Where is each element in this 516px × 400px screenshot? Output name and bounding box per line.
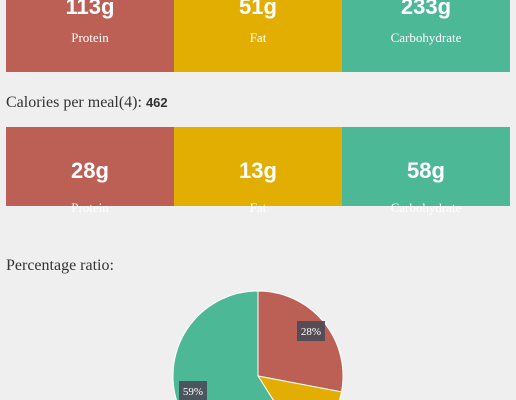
- meal-protein-cell: 28g Protein: [6, 127, 174, 214]
- total-fat-value: 51g: [239, 0, 277, 19]
- calories-per-meal-line: Calories per meal(4): 462: [6, 94, 168, 112]
- total-carbs-label: Carbohydrate: [390, 30, 462, 45]
- total-macros-row: 113g Protein 51g Fat 233g Carbohydrate: [6, 0, 510, 72]
- total-fat-cell: 51g Fat: [174, 0, 342, 72]
- pie-slice-protein: [257, 290, 344, 393]
- total-protein-cell: 113g Protein: [6, 0, 174, 72]
- total-protein-label: Protein: [71, 30, 109, 45]
- pie-slice-fat: [256, 375, 343, 400]
- pie-slice-carbohydrate: [172, 290, 274, 400]
- total-carbs-value: 233g: [400, 0, 452, 19]
- meal-protein-value: 28g: [71, 158, 109, 183]
- total-carbs-cell: 233g Carbohydrate: [342, 0, 510, 72]
- total-protein-value: 113g: [65, 0, 115, 19]
- meal-fat-cell: 13g Fat: [174, 127, 342, 214]
- calories-per-meal-label: Calories per meal(4):: [6, 94, 142, 111]
- meal-protein-label: Protein: [71, 200, 109, 215]
- percentage-ratio-heading: Percentage ratio:: [6, 257, 114, 274]
- calories-per-meal-value: 462: [145, 95, 168, 110]
- total-fat-label: Fat: [249, 30, 267, 45]
- meal-carbs-value: 58g: [407, 158, 445, 183]
- pie-label-carbohydrate: 59%: [179, 381, 207, 400]
- pie-label-protein: 28%: [297, 321, 325, 341]
- pie-label-box: [297, 321, 325, 341]
- meal-fat-label: Fat: [249, 200, 267, 215]
- meal-carbs-cell: 58g Carbohydrate: [342, 127, 510, 214]
- pie-label-box: [179, 381, 207, 400]
- per-meal-macros-row: 28g Protein 13g Fat 58g Carbohydrate: [6, 127, 510, 214]
- meal-fat-value: 13g: [239, 158, 277, 183]
- meal-carbs-label: Carbohydrate: [390, 200, 462, 215]
- pie-label-text: 28%: [301, 326, 321, 338]
- pie-label-text: 59%: [183, 386, 203, 398]
